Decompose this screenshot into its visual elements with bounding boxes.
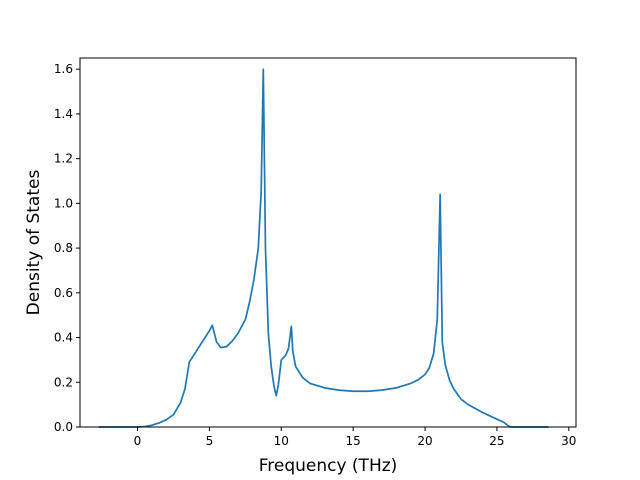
y-tick-label: 1.2 [54,152,73,166]
y-axis-label: Density of States [24,170,44,316]
x-tick-label: 20 [417,434,432,448]
y-ticks: 0.0 0.2 0.4 0.6 0.8 1.0 1.2 1.4 1.6 [54,62,80,434]
x-axis-label: Frequency (THz) [259,456,398,476]
x-tick-label: 15 [346,434,361,448]
y-tick-label: 1.0 [54,196,73,210]
x-tick-label: 10 [274,434,289,448]
series-layer [98,68,549,428]
x-tick-label: 0 [134,434,142,448]
x-ticks: 0 5 10 15 20 25 30 [134,427,576,448]
plot-frame [79,57,577,428]
x-tick-label: 30 [561,434,576,448]
series-line-0 [98,68,549,428]
y-tick-label: 0.0 [54,420,73,434]
y-tick-label: 0.6 [54,286,73,300]
y-tick-label: 1.6 [54,62,73,76]
y-tick-label: 0.2 [54,375,73,389]
x-tick-label: 25 [489,434,504,448]
y-tick-label: 0.8 [54,241,73,255]
y-tick-label: 1.4 [54,107,73,121]
x-tick-label: 5 [206,434,214,448]
y-tick-label: 0.4 [54,331,73,345]
